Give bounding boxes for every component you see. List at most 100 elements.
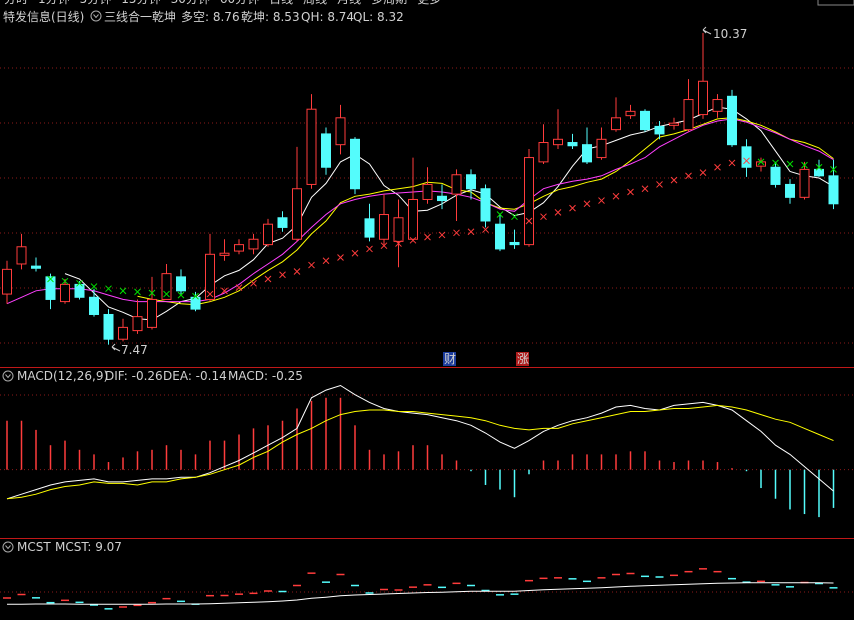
icon-chevron bbox=[5, 545, 11, 550]
candle-body bbox=[567, 142, 578, 147]
candle-body bbox=[45, 276, 56, 300]
toolbar-item[interactable]: 1分钟 bbox=[38, 0, 70, 6]
sar-cross bbox=[525, 217, 533, 225]
candle-body bbox=[814, 168, 824, 177]
candle-body bbox=[379, 214, 389, 240]
toolbar-item[interactable]: 更多 bbox=[417, 0, 441, 6]
toolbar-item[interactable]: 月线 bbox=[337, 0, 361, 6]
candle-body bbox=[234, 244, 244, 252]
sar-cross bbox=[772, 159, 779, 167]
candle-body bbox=[147, 298, 157, 328]
candle-body bbox=[393, 217, 404, 242]
sar-cross bbox=[583, 200, 591, 208]
sar-cross bbox=[279, 271, 286, 279]
annotation-arrow bbox=[702, 26, 712, 35]
candle-body bbox=[654, 125, 665, 135]
sar-cross bbox=[467, 228, 475, 236]
candle-body bbox=[350, 138, 360, 190]
readout: QH: 8.74 bbox=[301, 10, 354, 24]
candle-body bbox=[785, 183, 795, 198]
indicator-line bbox=[6, 384, 834, 500]
candle-body bbox=[770, 166, 781, 185]
sar-cross bbox=[612, 192, 620, 200]
candle-body bbox=[190, 296, 201, 310]
plots bbox=[0, 32, 854, 610]
candle-body bbox=[582, 144, 592, 163]
candle-body bbox=[538, 142, 549, 163]
sar-cross bbox=[380, 242, 388, 250]
toolbar-item[interactable]: 周线 bbox=[303, 0, 327, 6]
sar-cross bbox=[511, 213, 518, 221]
toolbar-item[interactable]: 日线 bbox=[269, 0, 293, 6]
sar-cross bbox=[308, 261, 315, 269]
candle-body bbox=[335, 117, 346, 146]
sar-cross bbox=[714, 163, 721, 171]
readout: DIF: -0.26 bbox=[105, 369, 163, 383]
toolbar-item[interactable]: 多周期 bbox=[371, 0, 407, 6]
candle-body bbox=[263, 223, 273, 246]
event-flag[interactable] bbox=[516, 352, 529, 366]
sar-cross bbox=[554, 209, 562, 216]
candle-body bbox=[118, 326, 128, 340]
toolbar-item[interactable]: 15分钟 bbox=[121, 0, 160, 6]
sar-cross bbox=[699, 169, 707, 176]
candle-body bbox=[74, 283, 85, 298]
candle-body bbox=[103, 313, 114, 340]
settings-icon[interactable] bbox=[2, 370, 14, 382]
panel-title: MCST bbox=[17, 540, 51, 554]
sar-cross bbox=[424, 233, 431, 241]
toolbar-item[interactable]: 30分钟 bbox=[171, 0, 210, 6]
candle-body bbox=[437, 195, 447, 202]
settings-icon[interactable] bbox=[90, 10, 102, 22]
candle-body bbox=[248, 238, 259, 250]
event-label: 涨 bbox=[517, 351, 529, 366]
sar-cross bbox=[395, 240, 402, 247]
low-annotation: 7.47 bbox=[121, 343, 148, 357]
sar-cross bbox=[105, 285, 112, 293]
sar-cross bbox=[76, 279, 83, 287]
candle-body bbox=[625, 110, 636, 117]
candle-body bbox=[60, 283, 70, 303]
candle-body bbox=[306, 108, 317, 185]
candle-body bbox=[31, 265, 41, 269]
sar-cross bbox=[192, 292, 199, 300]
candle-body bbox=[669, 122, 679, 126]
sar-cross bbox=[670, 176, 678, 184]
toolbar-item[interactable]: 5分钟 bbox=[80, 0, 112, 6]
sar-cross bbox=[351, 249, 359, 257]
toolbar-button[interactable] bbox=[817, 0, 854, 6]
settings-icon[interactable] bbox=[2, 541, 14, 553]
sar-cross bbox=[264, 275, 272, 283]
sar-cross bbox=[830, 166, 837, 173]
candle-body bbox=[611, 117, 621, 131]
event-flag[interactable] bbox=[443, 352, 456, 366]
sar-cross bbox=[235, 284, 243, 291]
toolbar-item[interactable]: 分时 bbox=[4, 0, 28, 6]
sar-cross bbox=[119, 287, 127, 295]
indicator-line bbox=[6, 404, 834, 500]
sar-cross bbox=[409, 236, 417, 244]
sar-cross bbox=[656, 181, 663, 188]
sar-cross bbox=[47, 275, 54, 283]
icon-chevron bbox=[5, 374, 11, 379]
candle-body bbox=[683, 99, 694, 131]
candle-body bbox=[408, 198, 418, 240]
sar-cross bbox=[728, 159, 736, 167]
sar-cross bbox=[482, 226, 489, 233]
high-annotation: 10.37 bbox=[713, 27, 747, 41]
sar-cross bbox=[496, 211, 504, 218]
sar-cross bbox=[743, 157, 750, 165]
sar-cross bbox=[598, 197, 605, 204]
candle-body bbox=[596, 138, 607, 159]
sar-cross bbox=[250, 279, 257, 287]
sar-cross bbox=[90, 283, 98, 290]
candle-body bbox=[205, 253, 215, 300]
candle-body bbox=[727, 95, 737, 146]
sar-cross bbox=[366, 245, 373, 253]
sar-cross bbox=[641, 185, 649, 193]
toolbar-item[interactable]: 60分钟 bbox=[220, 0, 259, 6]
readout: MACD: -0.25 bbox=[228, 369, 303, 383]
candle-body bbox=[524, 157, 534, 246]
